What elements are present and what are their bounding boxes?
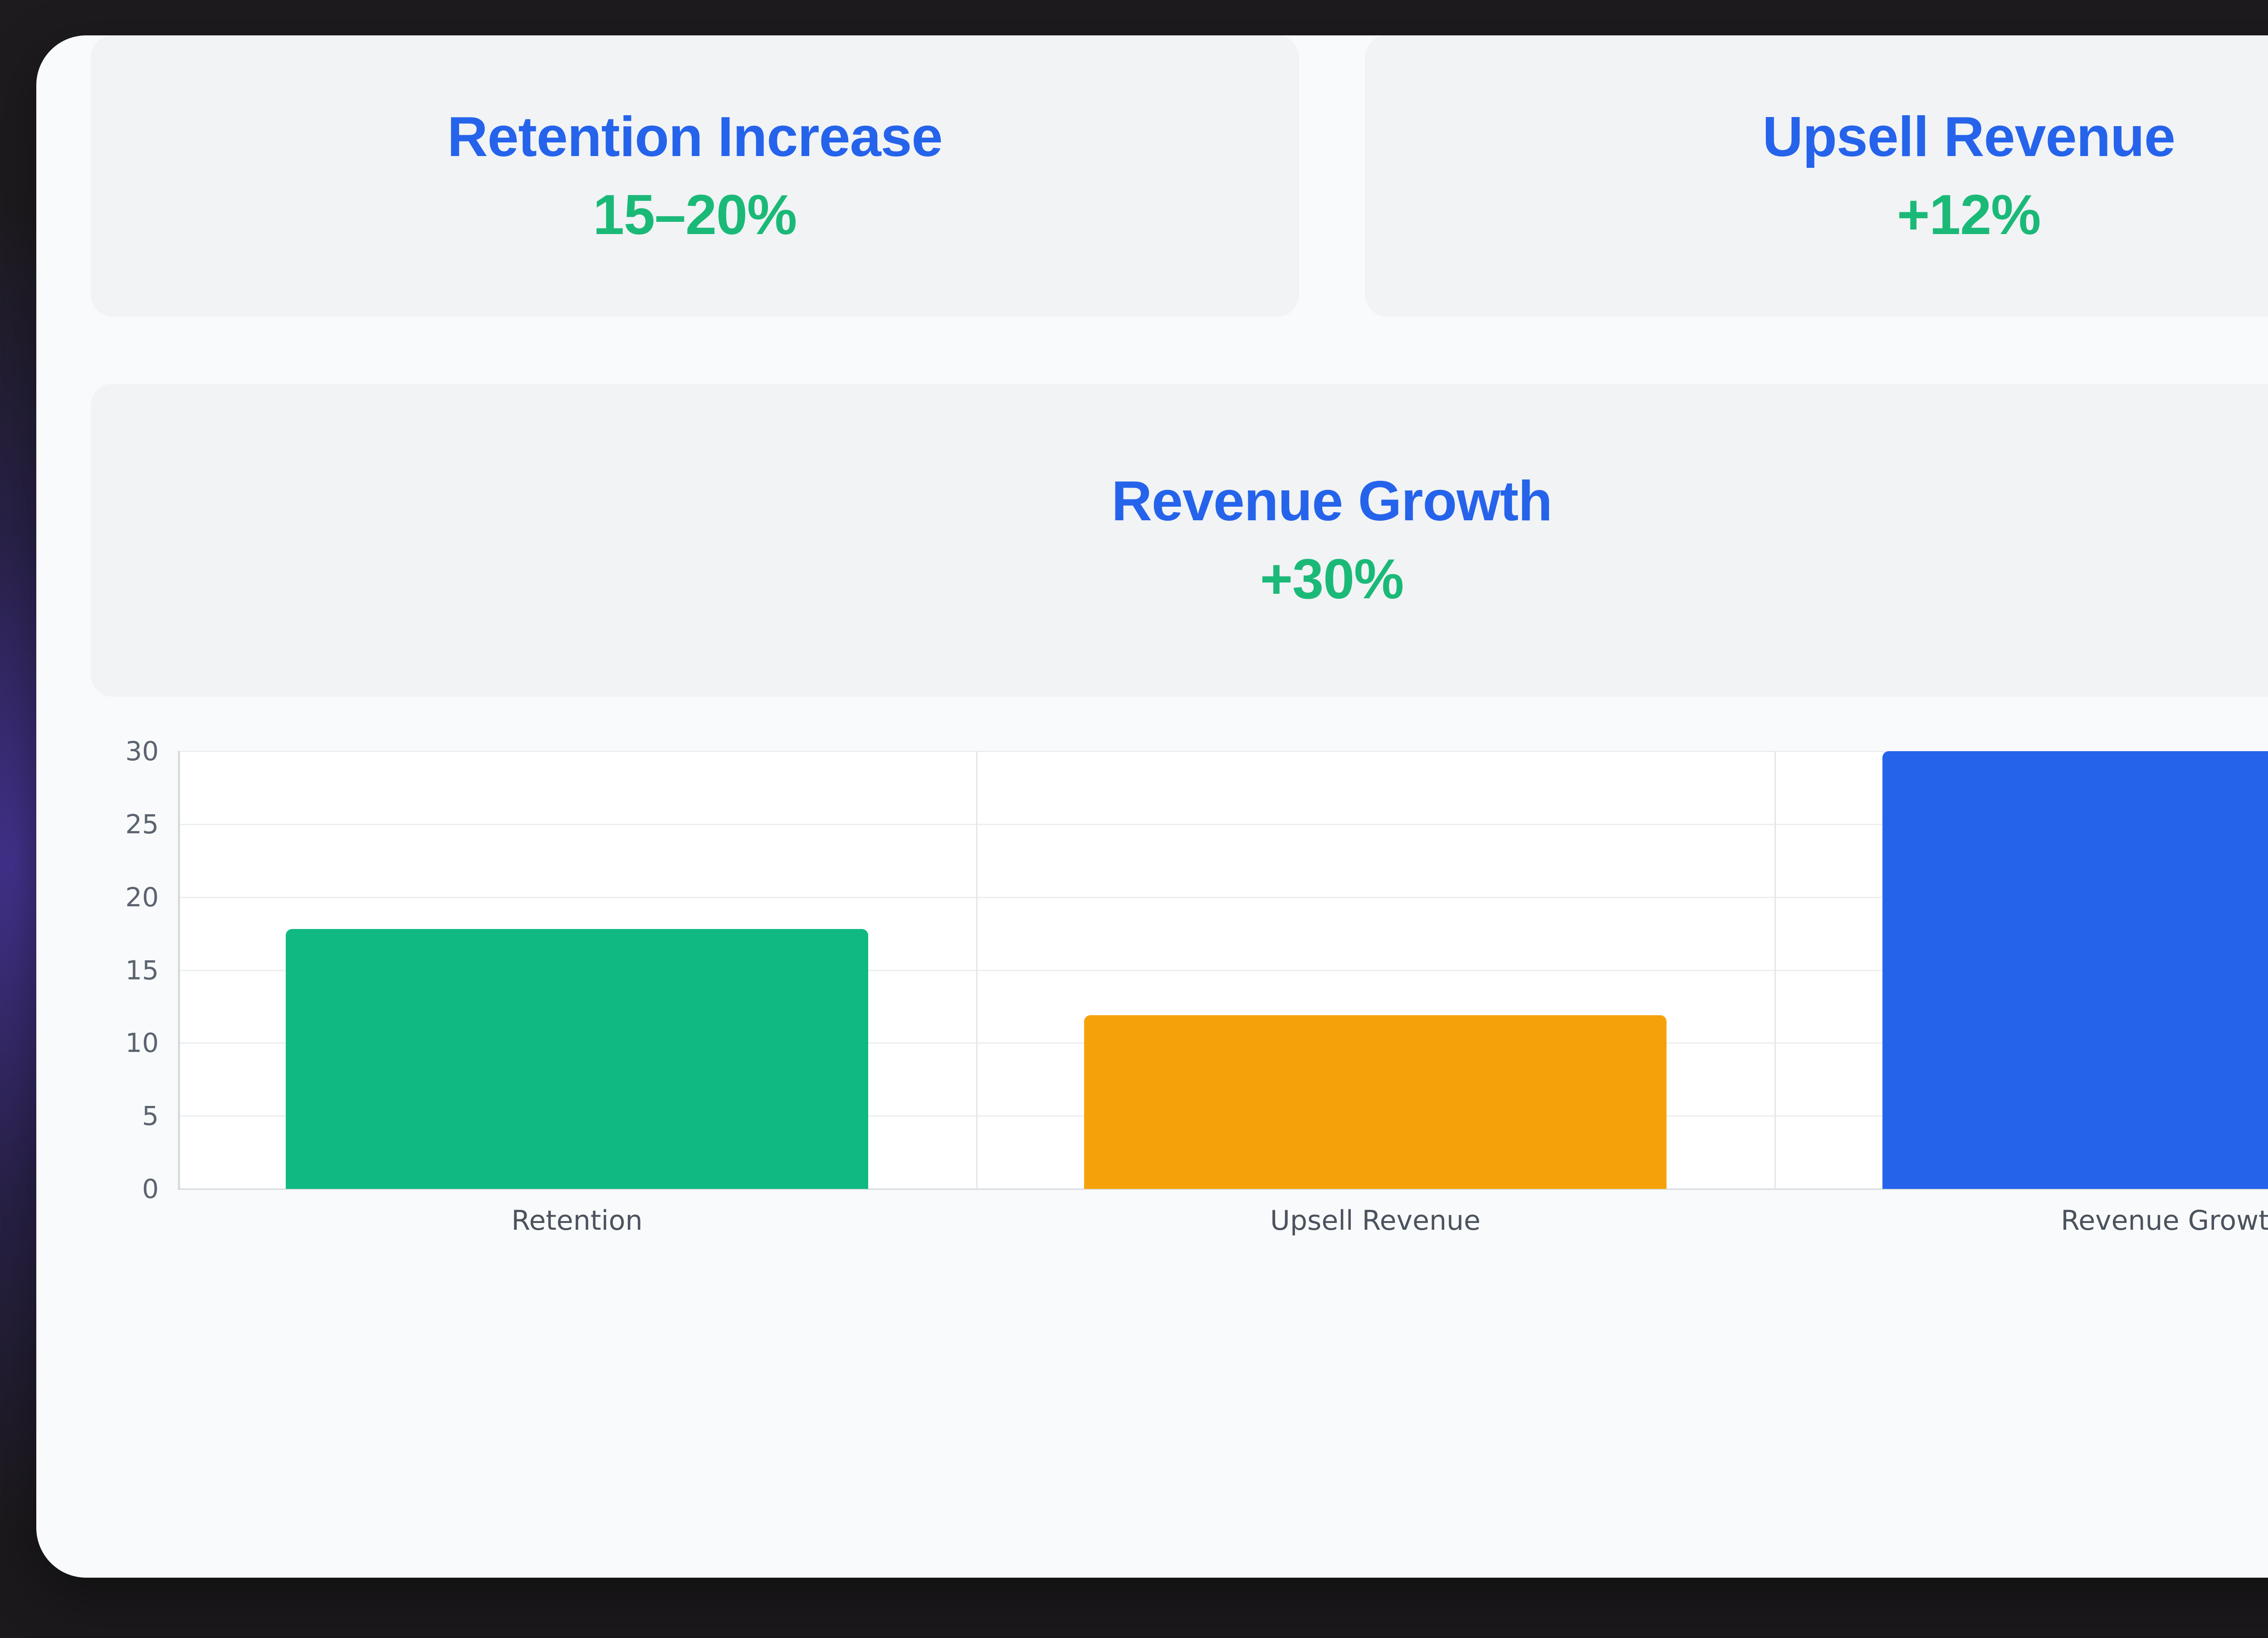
chart-gridline-horizontal — [178, 1188, 2268, 1190]
metrics-bar-chart: 0 5 10 15 20 25 30 Retention Upsell Revenue Reve… — [91, 736, 2268, 1264]
chart-plot-area: 0 5 10 15 20 25 30 — [125, 736, 2268, 1204]
chart-y-axis-line — [178, 751, 180, 1189]
chart-gridline-horizontal — [178, 823, 2268, 825]
chart-gridline-horizontal — [178, 751, 2268, 752]
chart-bar[interactable] — [285, 929, 869, 1189]
kpi-card-revenue-growth[interactable]: Revenue Growth +30% — [91, 384, 2268, 697]
chart-gridline-horizontal — [178, 896, 2268, 898]
kpi-row-top: Retention Increase 15–20% Upsell Revenue… — [91, 35, 2268, 317]
kpi-value: +30% — [1260, 548, 1404, 611]
kpi-title: Upsell Revenue — [1762, 106, 2175, 168]
chart-y-tick-label: 10 — [125, 1027, 159, 1059]
kpi-row-bottom: Revenue Growth +30% — [91, 384, 2268, 697]
chart-bar[interactable] — [1882, 751, 2268, 1189]
dashboard-panel: Retention Increase 15–20% Upsell Revenue… — [36, 35, 2268, 1578]
chart-y-tick-label: 30 — [125, 736, 159, 767]
kpi-value: 15–20% — [593, 184, 797, 246]
chart-y-tick-label: 15 — [125, 954, 159, 986]
panel-content: Retention Increase 15–20% Upsell Revenue… — [36, 35, 2268, 1578]
chart-x-tick-label: Revenue Growth — [2061, 1205, 2268, 1237]
chart-gridline-vertical — [976, 751, 978, 1189]
kpi-card-retention-increase[interactable]: Retention Increase 15–20% — [91, 35, 1299, 317]
chart-gridline-horizontal — [178, 969, 2268, 971]
chart-gridline-vertical — [1774, 751, 1776, 1189]
kpi-title: Revenue Growth — [1111, 470, 1552, 533]
chart-bar[interactable] — [1084, 1015, 1667, 1189]
chart-y-tick-label: 0 — [142, 1173, 159, 1204]
chart-x-tick-label: Retention — [511, 1205, 643, 1237]
kpi-value: +12% — [1897, 184, 2041, 246]
chart-y-tick-label: 25 — [125, 808, 159, 840]
chart-y-tick-label: 5 — [142, 1100, 159, 1132]
chart-x-tick-label: Upsell Revenue — [1270, 1205, 1481, 1237]
kpi-title: Retention Increase — [447, 106, 943, 168]
kpi-card-upsell-revenue[interactable]: Upsell Revenue +12% — [1364, 35, 2268, 317]
chart-y-tick-label: 20 — [125, 881, 159, 913]
chart-x-axis-labels: Retention Upsell Revenue Revenue Growth — [178, 1205, 2268, 1259]
